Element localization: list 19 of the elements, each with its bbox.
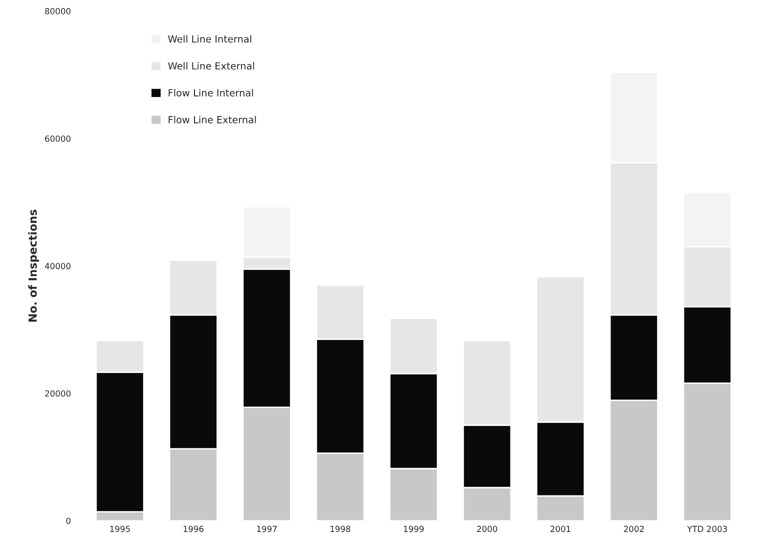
x-tick-label: 1998 [330,526,350,532]
legend-label: Well Line External [168,62,254,70]
legend-label: Flow Line Internal [168,88,253,96]
y-tick-label: 80000 [45,8,70,14]
legend-label: Well Line Internal [168,35,252,43]
x-tick-label: 1997 [257,526,277,532]
x-tick-label: 2000 [477,526,498,532]
legend-label: Flow Line External [168,116,256,124]
y-tick-label: 20000 [45,390,70,397]
y-tick-label: 60000 [45,135,70,142]
x-tick-label: 1999 [404,526,424,532]
x-tick-label: YTD 2003 [687,526,727,532]
y-tick-label: 40000 [44,262,70,270]
x-tick-label: 2001 [550,526,570,532]
y-axis-title: No. of Inspections [28,210,39,322]
x-tick-label: 1995 [110,526,130,532]
x-tick-label: 2002 [624,526,644,532]
y-tick-label: 0 [66,518,70,524]
x-tick-label: 1996 [184,526,204,532]
